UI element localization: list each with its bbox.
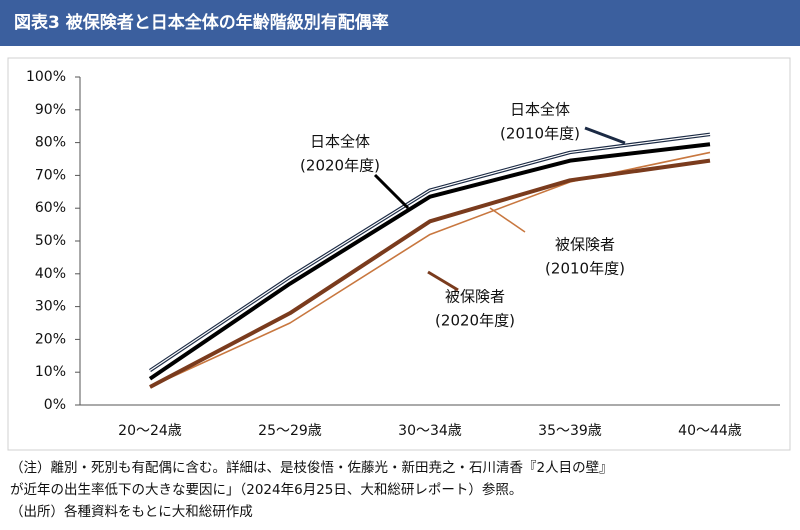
y-tick-label: 0% (44, 397, 66, 413)
x-tick-label: 20～24歳 (118, 423, 182, 439)
series-label: (2020年度) (435, 312, 515, 330)
y-tick-label: 90% (35, 102, 66, 118)
series-line (149, 151, 711, 388)
y-tick-label: 20% (35, 331, 66, 347)
series-label: 日本全体 (310, 133, 370, 151)
x-tick-label: 35～39歳 (538, 423, 602, 439)
leader-line (489, 207, 526, 233)
note: （注）離別・死別も有配偶に含む。詳細は、是枝俊悟・佐藤光・新田尭之・石川清香『2… (10, 460, 613, 476)
y-tick-label: 50% (35, 233, 66, 249)
series-label: (2010年度) (500, 125, 580, 143)
y-tick-label: 80% (35, 135, 66, 151)
y-tick-label: 100% (26, 69, 66, 85)
leader-line (584, 126, 626, 145)
x-tick-label: 40～44歳 (678, 423, 742, 439)
series-line (149, 158, 711, 389)
leader-line (373, 173, 410, 210)
y-tick-label: 30% (35, 299, 66, 315)
series-label: (2020年度) (300, 157, 380, 175)
series-label: 被保険者 (555, 236, 615, 254)
series-label: (2010年度) (545, 260, 625, 278)
y-tick-label: 70% (35, 167, 66, 183)
y-tick-label: 10% (35, 364, 66, 380)
chart-frame (7, 57, 791, 451)
series-label: 被保険者 (445, 288, 505, 306)
x-tick-label: 25～29歳 (258, 423, 322, 439)
series-label: 日本全体 (510, 101, 570, 119)
title-bar (0, 0, 800, 46)
line-highlight (149, 133, 711, 372)
y-tick-label: 60% (35, 200, 66, 216)
leader-line (427, 270, 459, 292)
note: （出所）各種資料をもとに大和総研作成 (10, 504, 253, 520)
note: が近年の出生率低下の大きな要因に」（2024年6月25日、大和総研レポート）参照… (10, 481, 522, 498)
chart-title: 図表3 被保険者と日本全体の年齢階級別有配偶率 (14, 12, 389, 33)
series-line (148, 142, 711, 381)
y-tick-label: 40% (35, 266, 66, 282)
x-tick-label: 30～34歳 (398, 423, 462, 439)
